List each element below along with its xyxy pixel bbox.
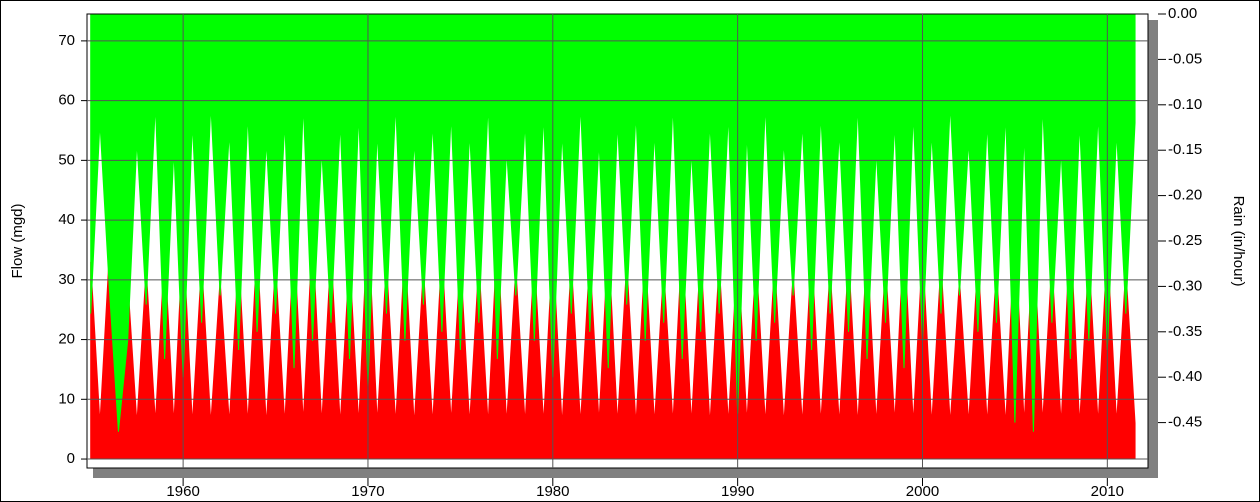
y2-tick-label: -0.20 (1168, 187, 1202, 204)
x-tick-label: 1960 (166, 483, 199, 500)
y2-tick-label: -0.25 (1168, 232, 1202, 249)
y2-tick-label: -0.40 (1168, 368, 1202, 385)
y2-tick-label: -0.35 (1168, 323, 1202, 340)
shadow-right (1148, 20, 1158, 478)
y2-tick-label: -0.15 (1168, 141, 1202, 158)
y-tick-label: 30 (58, 271, 75, 288)
y-tick-label: 20 (58, 331, 75, 348)
plot-border (86, 13, 1149, 469)
y2-tick-label: -0.45 (1168, 414, 1202, 431)
y-tick-label: 50 (58, 151, 75, 168)
y-tick-label: 10 (58, 390, 75, 407)
x-tick-label: 2000 (906, 483, 939, 500)
series-area (90, 13, 1136, 432)
y2-tick-label: 0.00 (1168, 5, 1197, 22)
y-tick-label: 0 (67, 450, 75, 467)
y2-tick-label: -0.10 (1168, 96, 1202, 113)
y2-tick-label: -0.30 (1168, 277, 1202, 294)
x-tick-label: 1980 (536, 483, 569, 500)
y2-axis-title: Rain (in/hour) (1230, 196, 1247, 287)
y2-tick-label: -0.05 (1168, 50, 1202, 67)
x-tick-label: 1970 (351, 483, 384, 500)
plot-area (90, 13, 1136, 460)
y-tick-label: 60 (58, 92, 75, 109)
series-area (90, 214, 1136, 460)
x-tick-label: 2010 (1091, 483, 1124, 500)
shadow-bottom (93, 468, 1158, 478)
y-tick-label: 40 (58, 211, 75, 228)
y-axis-title: Flow (mgd) (9, 203, 26, 278)
x-tick-label: 1990 (721, 483, 754, 500)
y-tick-label: 70 (58, 32, 75, 49)
